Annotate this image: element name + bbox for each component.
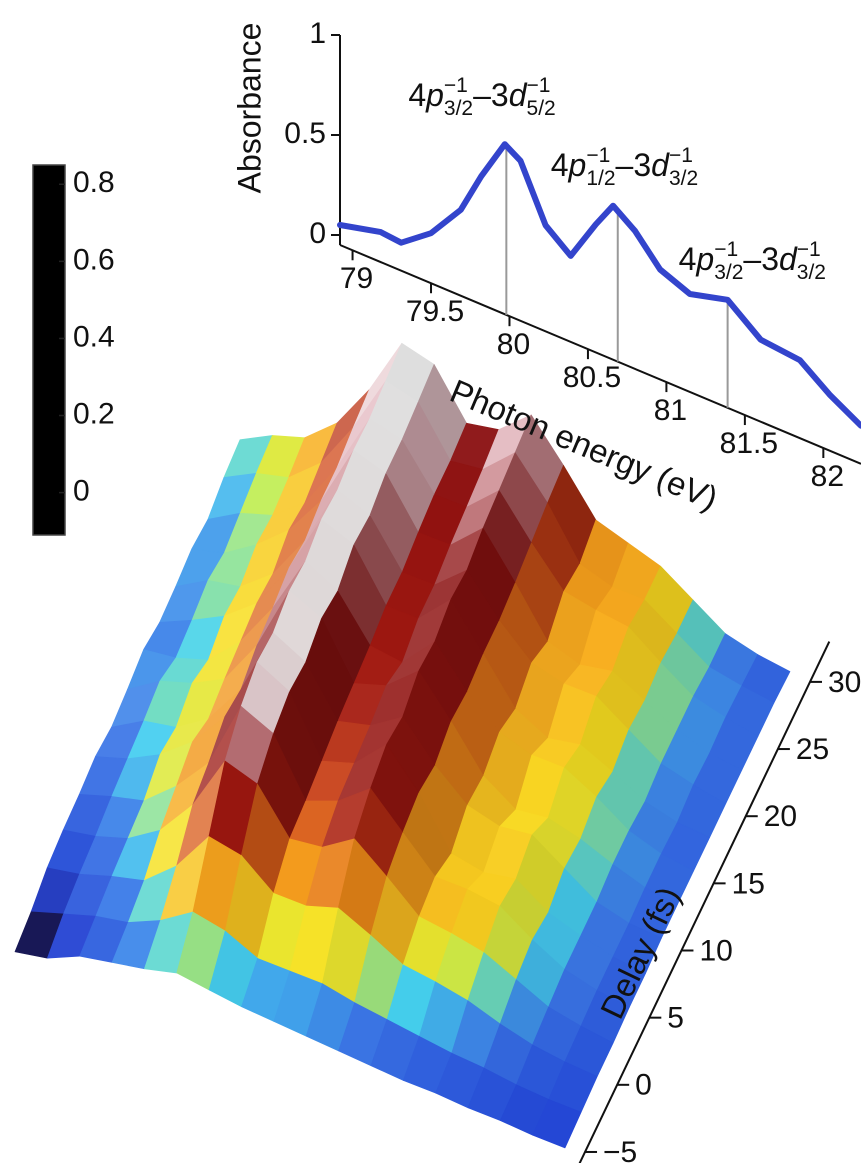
delay-tick-label: 20 — [764, 800, 797, 833]
delay-tick-label: 0 — [635, 1069, 652, 1102]
colorbar-tick-label: 0.6 — [73, 243, 115, 276]
colorbar-tick-label: 0.8 — [73, 166, 115, 199]
x-tick-label: 80 — [497, 328, 530, 361]
peak-label-part: p — [425, 77, 444, 113]
peak-label: 4p3/2−1 –3d3/2−1 — [679, 238, 826, 284]
peak-label: 4p1/2−1 –3d3/2−1 — [551, 144, 698, 190]
colorbar-scale — [32, 164, 66, 536]
peak-label-part: −1 — [586, 144, 610, 167]
x-tick-label: 82 — [811, 460, 844, 493]
peak-label-part: d — [651, 147, 670, 183]
peak-label-part: p — [695, 241, 714, 277]
colorbar-tick-label: 0.4 — [73, 320, 115, 353]
y-tick-label: 0.5 — [284, 117, 326, 150]
peak-label-part: −1 — [714, 238, 738, 261]
peak-label: 4p3/2−1 –3d5/2−1 — [408, 74, 555, 120]
spectrum-line — [337, 141, 861, 429]
delay-tick-label: −5 — [603, 1136, 637, 1163]
delay-tick-label: 25 — [796, 733, 829, 766]
peak-label-part: −1 — [797, 238, 821, 261]
x-tick-label: 81 — [654, 394, 687, 427]
delay-tick-label: 15 — [732, 867, 765, 900]
peak-label-part: 4 — [679, 241, 697, 277]
y-tick-label: 1 — [309, 17, 326, 50]
delay-axis — [578, 641, 831, 1163]
x-tick-label: 79.5 — [406, 295, 464, 328]
x-tick-label: 79 — [340, 262, 373, 295]
peak-label-part: –3 — [616, 147, 652, 183]
delay-tick-label: 30 — [828, 666, 861, 699]
peak-label-part: 3/2 — [714, 261, 743, 284]
colorbar-tick-label: 0 — [73, 475, 90, 508]
x-tick-label: 80.5 — [563, 361, 621, 394]
peak-label-part: 4 — [408, 77, 426, 113]
peak-label-part: –3 — [743, 241, 779, 277]
peak-label-part: 3/2 — [797, 261, 826, 284]
peak-label-part: 3/2 — [669, 167, 698, 190]
peak-label-part: −1 — [669, 144, 693, 167]
peak-label-part: −1 — [444, 74, 468, 97]
peak-label-part: 1/2 — [586, 167, 615, 190]
delay-tick-label: 10 — [699, 934, 732, 967]
delay-tick-label: 5 — [667, 1002, 684, 1035]
surface-cell — [532, 1099, 582, 1149]
y-tick-label: 0 — [309, 217, 326, 250]
colorbar: 0 0.2 0.4 0.6 0.8 — [32, 164, 115, 536]
x-tick-label: 81.5 — [720, 427, 778, 460]
peak-label-part: d — [779, 241, 798, 277]
peak-label-part: d — [509, 77, 528, 113]
x-axis — [339, 244, 861, 465]
peak-label-part: p — [568, 147, 587, 183]
peak-label-part: −1 — [527, 74, 551, 97]
peak-label-part: 5/2 — [527, 97, 556, 120]
peak-label-part: –3 — [473, 77, 509, 113]
y-axis-label: Absorbance — [231, 23, 267, 194]
peak-label-part: 3/2 — [444, 97, 473, 120]
peak-label-part: 4 — [551, 147, 569, 183]
colorbar-tick-label: 0.2 — [73, 397, 115, 430]
